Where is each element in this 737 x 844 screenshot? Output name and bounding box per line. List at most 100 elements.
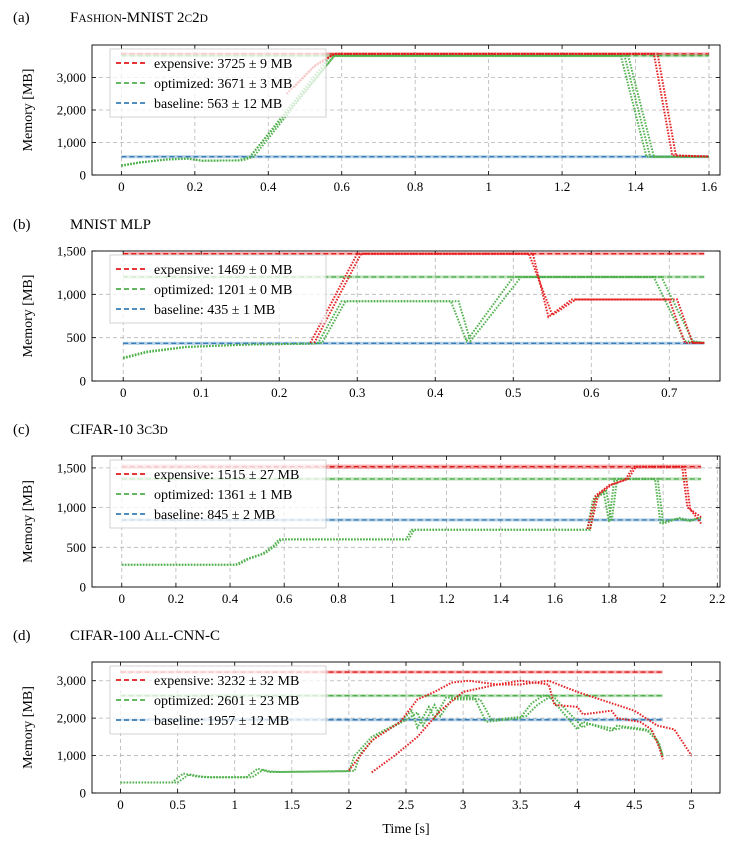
panel-d: (d) CIFAR-100 ALL-CNN-C 0 0.5 1 1.5 2 2.5 3 3.5 4 4… <box>13 628 721 812</box>
y-tick-label: 2,000 <box>57 711 86 726</box>
legend-label-optimized: optimized: 3671 ± 3 MB <box>154 77 292 92</box>
legend-label-optimized: optimized: 1361 ± 1 MB <box>154 488 292 503</box>
y-tick-label: 500 <box>67 330 87 345</box>
expensive-run-2 <box>293 52 710 158</box>
x-tick-label: 1.4 <box>493 591 510 606</box>
x-tick-label: 1 <box>231 797 238 812</box>
title-part: 3 <box>152 422 160 438</box>
x-tick-label: 1.8 <box>601 591 617 606</box>
legend: expensive: 3725 ± 9 MB optimized: 3671 ± … <box>109 48 327 118</box>
y-axis-label: Memory [MB] <box>21 275 36 358</box>
x-tick-label: 3.5 <box>512 797 528 812</box>
legend-label-optimized: optimized: 2601 ± 23 MB <box>154 694 299 709</box>
x-tick-label: 1.2 <box>438 591 454 606</box>
x-tick-label: 5 <box>688 797 695 812</box>
legend: expensive: 1469 ± 0 MB optimized: 1201 ± … <box>109 254 327 324</box>
y-tick-label: 0 <box>80 786 87 801</box>
x-tick-label: 0 <box>119 591 126 606</box>
title-part: CIFAR-100 A <box>70 628 154 644</box>
optimized-run-1 <box>121 477 702 566</box>
x-tick-label: 0.4 <box>427 385 444 400</box>
title-part: MNIST MLP <box>70 217 151 233</box>
y-tick-label: 3,000 <box>57 673 86 688</box>
optimized-run-2 <box>121 477 702 566</box>
y-axis-label: Memory [MB] <box>21 686 36 769</box>
expensive-run-2 <box>371 679 693 774</box>
x-tick-label: 0 <box>120 385 127 400</box>
y-tick-label: 3,000 <box>57 70 86 85</box>
legend-label-baseline: baseline: 845 ± 2 MB <box>154 508 275 523</box>
x-tick-label: 0.2 <box>187 179 203 194</box>
panel-label: (b) <box>13 217 31 233</box>
panel-title: CIFAR-100 ALL-CNN-C <box>70 628 220 644</box>
y-tick-label: 2,000 <box>57 103 86 118</box>
legend: expensive: 1515 ± 27 MB optimized: 1361 ±… <box>109 459 327 529</box>
plot-area <box>122 252 705 360</box>
x-tick-label: 0.4 <box>222 591 239 606</box>
x-tick-label: 0.6 <box>583 385 600 400</box>
title-part: C <box>144 425 152 437</box>
legend-box <box>109 665 327 735</box>
legend-label-expensive: expensive: 3725 ± 9 MB <box>154 57 292 72</box>
title-part: C <box>184 13 192 25</box>
title-part: LL <box>154 631 168 643</box>
title-part: -CNN-C <box>168 628 220 644</box>
optimized-run-1 <box>120 694 664 784</box>
expensive-run-1 <box>285 52 710 158</box>
x-tick-label: 1 <box>389 591 396 606</box>
x-axis-label: Time [s] <box>382 822 429 837</box>
title-part: -MNIST 2 <box>122 10 185 26</box>
legend-label-expensive: expensive: 1469 ± 0 MB <box>154 263 292 278</box>
x-tick-label: 0.1 <box>193 385 209 400</box>
x-tick-label: 1.6 <box>547 591 564 606</box>
title-part: F <box>70 10 78 26</box>
panel-b: (b) MNIST MLP 0 0.1 0.2 0.3 0.4 0.5 0.6 0.7 0 500 1,… <box>13 217 721 400</box>
legend-box <box>109 459 327 529</box>
title-part: 2 <box>192 10 200 26</box>
x-tick-label: 4 <box>574 797 581 812</box>
panel-a: (a) FASHION-MNIST 2C2D 0 0.2 0.4 0.6 0.8 1 1.2 1.… <box>13 10 721 194</box>
x-tick-label: 2 <box>660 591 667 606</box>
legend: expensive: 3232 ± 32 MB optimized: 2601 ±… <box>109 665 327 735</box>
expensive-run-1 <box>348 679 664 772</box>
y-tick-label: 1,000 <box>57 748 86 763</box>
legend-label-optimized: optimized: 1201 ± 0 MB <box>154 283 292 298</box>
y-axis-label: Memory [MB] <box>21 69 36 152</box>
x-tick-label: 2 <box>346 797 353 812</box>
legend-label-expensive: expensive: 1515 ± 27 MB <box>154 468 299 483</box>
y-tick-label: 1,000 <box>57 500 86 515</box>
x-tick-label: 1.4 <box>627 179 644 194</box>
x-tick-label: 0.2 <box>271 385 287 400</box>
y-tick-label: 0 <box>80 580 87 595</box>
optimized-band <box>120 694 663 698</box>
y-tick-label: 0 <box>80 168 87 183</box>
y-tick-label: 1,000 <box>57 287 86 302</box>
x-tick-label: 0.8 <box>407 179 423 194</box>
expensive-band <box>120 670 663 674</box>
x-tick-label: 0.4 <box>260 179 277 194</box>
axes-frame <box>91 455 721 588</box>
legend-label-baseline: baseline: 563 ± 12 MB <box>154 97 282 112</box>
legend-label-baseline: baseline: 435 ± 1 MB <box>154 303 275 318</box>
x-tick-label: 1.6 <box>701 179 718 194</box>
expensive-run-1 <box>309 252 705 344</box>
baseline-band <box>120 718 663 722</box>
legend-label-baseline: baseline: 1957 ± 12 MB <box>154 714 289 729</box>
panel-c: (c) CIFAR-10 3C3D 0 0.2 0.4 0.6 0.8 1 1.2 1.4 1.6 1… <box>13 422 725 606</box>
panel-title: MNIST MLP <box>70 217 151 233</box>
x-tick-label: 1.2 <box>554 179 570 194</box>
x-tick-label: 0.8 <box>330 591 346 606</box>
grid-lines <box>92 45 720 175</box>
x-tick-label: 0.6 <box>276 591 293 606</box>
title-part: ASHION <box>78 13 122 25</box>
x-tick-label: 1 <box>485 179 492 194</box>
y-tick-label: 500 <box>67 540 87 555</box>
y-tick-label: 1,500 <box>57 244 86 259</box>
expensive-run-2 <box>313 252 705 344</box>
optimized-run-3 <box>121 54 709 167</box>
x-tick-label: 0 <box>117 797 124 812</box>
title-part: D <box>159 425 167 437</box>
x-tick-label: 1.5 <box>284 797 300 812</box>
y-tick-label: 0 <box>80 374 87 389</box>
